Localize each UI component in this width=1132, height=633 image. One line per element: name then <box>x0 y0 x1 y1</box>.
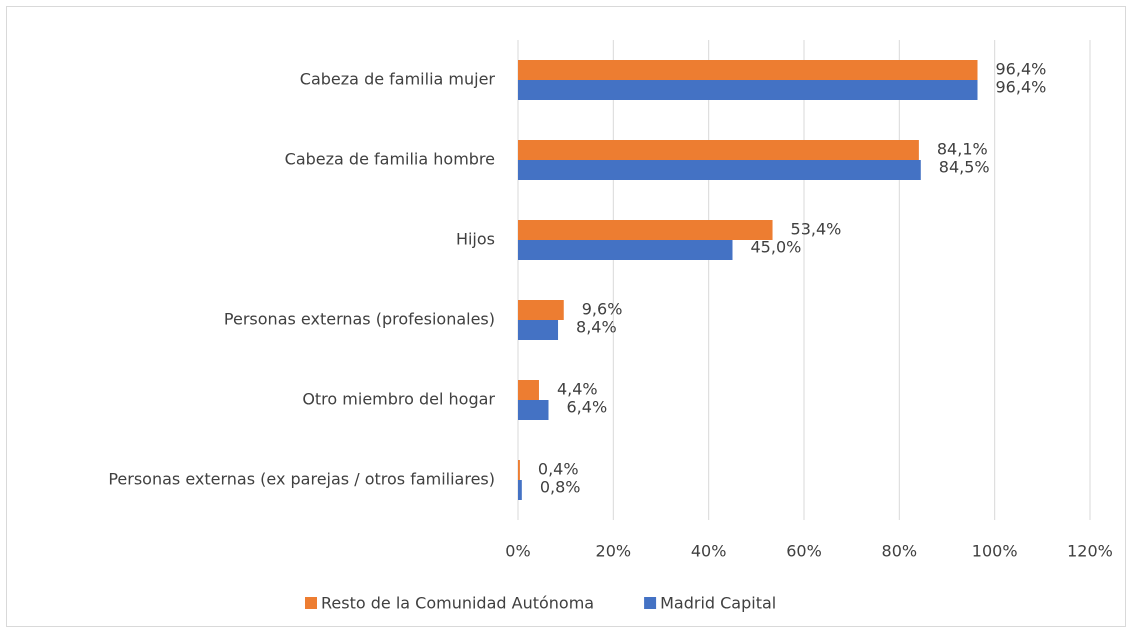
bar <box>518 460 520 480</box>
data-label: 0,4% <box>538 460 579 479</box>
data-label: 9,6% <box>582 300 623 319</box>
x-tick-label: 100% <box>972 542 1018 561</box>
legend-label: Resto de la Comunidad Autónoma <box>321 594 594 613</box>
bar <box>518 140 919 160</box>
legend-swatch <box>305 597 317 609</box>
bar <box>518 60 978 80</box>
data-label: 8,4% <box>576 318 617 337</box>
data-label: 53,4% <box>791 220 842 239</box>
data-label: 0,8% <box>540 478 581 497</box>
x-tick-label: 40% <box>691 542 727 561</box>
bar <box>518 380 539 400</box>
bar <box>518 480 522 500</box>
y-tick-label: Hijos <box>456 230 495 249</box>
y-tick-label: Personas externas (ex parejas / otros fa… <box>108 470 495 489</box>
bar <box>518 400 549 420</box>
x-tick-label: 120% <box>1067 542 1113 561</box>
bar <box>518 220 773 240</box>
y-tick-label: Cabeza de familia mujer <box>300 70 496 89</box>
y-tick-label: Personas externas (profesionales) <box>224 310 495 329</box>
y-tick-label: Cabeza de familia hombre <box>285 150 495 169</box>
data-label: 45,0% <box>751 238 802 257</box>
data-label: 6,4% <box>567 398 608 417</box>
data-label: 84,1% <box>937 140 988 159</box>
data-label: 84,5% <box>939 158 990 177</box>
x-tick-label: 20% <box>596 542 632 561</box>
chart-border <box>6 6 1126 627</box>
data-label: 4,4% <box>557 380 598 399</box>
x-tick-label: 80% <box>882 542 918 561</box>
bar <box>518 320 559 340</box>
bar <box>518 160 921 180</box>
bar <box>518 240 733 260</box>
data-label: 96,4% <box>996 60 1047 79</box>
y-tick-label: Otro miembro del hogar <box>302 390 495 409</box>
legend-label: Madrid Capital <box>660 594 776 613</box>
bar <box>518 80 978 100</box>
bar <box>518 300 564 320</box>
x-tick-label: 60% <box>786 542 822 561</box>
data-label: 96,4% <box>996 78 1047 97</box>
x-tick-label: 0% <box>505 542 530 561</box>
legend-swatch <box>644 597 657 609</box>
